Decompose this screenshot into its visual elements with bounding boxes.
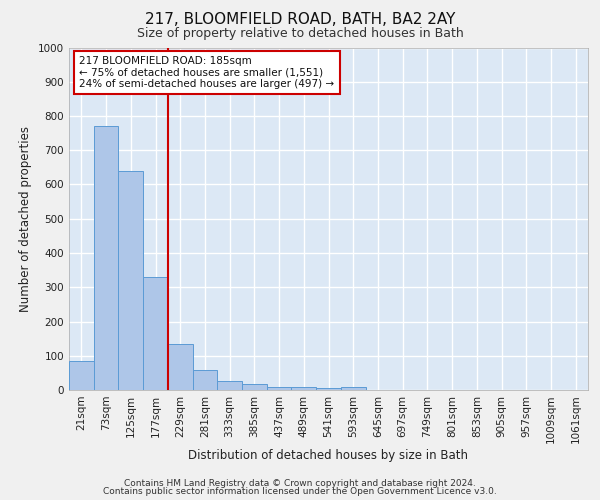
Text: Contains HM Land Registry data © Crown copyright and database right 2024.: Contains HM Land Registry data © Crown c… [124,478,476,488]
Y-axis label: Number of detached properties: Number of detached properties [19,126,32,312]
Bar [292,388,316,390]
Bar [69,361,94,390]
Bar [242,384,267,390]
Bar [267,386,292,390]
Text: Size of property relative to detached houses in Bath: Size of property relative to detached ho… [137,28,463,40]
Bar [341,386,365,390]
Bar [143,277,168,390]
Bar [193,370,217,390]
Text: Contains public sector information licensed under the Open Government Licence v3: Contains public sector information licen… [103,487,497,496]
Bar [168,344,193,390]
Bar [118,171,143,390]
X-axis label: Distribution of detached houses by size in Bath: Distribution of detached houses by size … [188,449,469,462]
Bar [316,388,341,390]
Text: 217, BLOOMFIELD ROAD, BATH, BA2 2AY: 217, BLOOMFIELD ROAD, BATH, BA2 2AY [145,12,455,28]
Text: 217 BLOOMFIELD ROAD: 185sqm
← 75% of detached houses are smaller (1,551)
24% of : 217 BLOOMFIELD ROAD: 185sqm ← 75% of det… [79,56,335,90]
Bar [94,126,118,390]
Bar [217,382,242,390]
